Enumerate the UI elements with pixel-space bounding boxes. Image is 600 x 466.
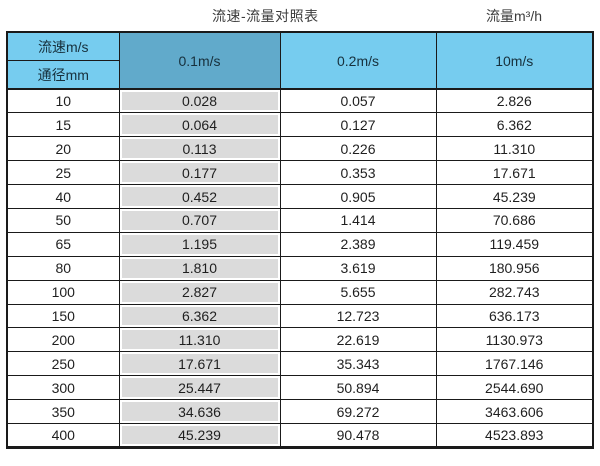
table-row: 300 25.447 50.894 2544.690	[6, 375, 594, 401]
flow-cell-0-1ms: 1.195	[118, 231, 281, 257]
flow-cell-0-2ms: 50.894	[279, 375, 437, 401]
flow-cell-0-1ms: 2.827	[118, 279, 281, 305]
flow-cell-0-2ms: 35.343	[279, 351, 437, 377]
diameter-cell: 10	[6, 88, 120, 114]
table-row: 80 1.810 3.619 180.956	[6, 255, 594, 281]
flow-cell-0-1ms: 0.113	[118, 136, 281, 162]
flow-cell-0-1ms: 0.707	[118, 207, 281, 233]
flow-cell-0-2ms: 3.619	[279, 255, 437, 281]
header-row-bottom: 通径mm	[6, 60, 593, 90]
diameter-cell: 200	[6, 327, 120, 353]
diameter-cell: 50	[6, 207, 120, 233]
diameter-cell: 25	[6, 160, 120, 186]
diameter-cell: 250	[6, 351, 120, 377]
table-row: 150 6.362 12.723 636.173	[6, 303, 594, 329]
flow-cell-0-1ms: 45.239	[118, 422, 281, 448]
main-title: 流速-流量对照表	[212, 8, 319, 24]
corner-cell-speed: 流速m/s	[6, 31, 120, 61]
title-bar: 流速-流量对照表 流量m³/h	[0, 0, 600, 30]
flow-cell-0-1ms: 6.362	[118, 303, 281, 329]
flow-cell-0-1ms: 0.177	[118, 160, 281, 186]
flow-cell-0-2ms: 22.619	[279, 327, 437, 353]
flow-cell-0-1ms: 0.028	[118, 88, 281, 114]
diameter-cell: 65	[6, 231, 120, 257]
flow-cell-0-1ms: 0.064	[118, 112, 281, 138]
flow-cell-0-2ms: 69.272	[279, 399, 437, 424]
flow-cell-10ms: 282.743	[435, 279, 594, 305]
table-body: 10 0.028 0.057 2.826 15 0.064 0.127 6.36…	[6, 88, 594, 448]
flow-cell-0-1ms: 17.671	[118, 351, 281, 377]
flow-cell-10ms: 17.671	[435, 160, 594, 186]
flow-unit-title: 流量m³/h	[486, 8, 542, 24]
table-row: 200 11.310 22.619 1130.973	[6, 327, 594, 353]
diameter-cell: 40	[6, 184, 120, 209]
flow-cell-0-1ms: 0.452	[118, 184, 281, 209]
flow-cell-10ms: 119.459	[435, 231, 594, 257]
table-row: 100 2.827 5.655 282.743	[6, 279, 594, 305]
flow-cell-0-1ms: 25.447	[118, 375, 281, 401]
flow-cell-0-2ms: 2.389	[279, 231, 437, 257]
flow-cell-10ms: 1767.146	[435, 351, 594, 377]
flow-cell-0-1ms: 34.636	[118, 399, 281, 424]
flow-cell-10ms: 6.362	[435, 112, 594, 138]
column-header-0-1ms: 0.1m/s	[118, 31, 281, 90]
flow-cell-10ms: 45.239	[435, 184, 594, 209]
table-row: 400 45.239 90.478 4523.893	[6, 422, 594, 448]
flow-cell-0-2ms: 1.414	[279, 207, 437, 233]
table-header: 流速m/s 0.1m/s 0.2m/s 10m/s 通径mm	[6, 31, 594, 90]
flow-cell-10ms: 11.310	[435, 136, 594, 162]
table-row: 25 0.177 0.353 17.671	[6, 160, 594, 186]
flow-rate-table: 流速m/s 0.1m/s 0.2m/s 10m/s 通径mm 10 0.028 …	[6, 31, 594, 449]
diameter-cell: 300	[6, 375, 120, 401]
flow-cell-10ms: 70.686	[435, 207, 594, 233]
flow-cell-10ms: 2544.690	[435, 375, 594, 401]
flow-cell-10ms: 2.826	[435, 88, 594, 114]
flow-cell-0-2ms: 0.905	[279, 184, 437, 209]
corner-cell-diameter: 通径mm	[6, 60, 120, 90]
column-header-0-2ms: 0.2m/s	[279, 31, 437, 90]
flow-cell-10ms: 4523.893	[435, 422, 594, 448]
table-row: 250 17.671 35.343 1767.146	[6, 351, 594, 377]
diameter-cell: 400	[6, 422, 120, 448]
flow-cell-0-2ms: 0.127	[279, 112, 437, 138]
flow-cell-0-2ms: 0.226	[279, 136, 437, 162]
table-row: 350 34.636 69.272 3463.606	[6, 399, 594, 424]
table-row: 50 0.707 1.414 70.686	[6, 207, 594, 233]
flow-cell-0-1ms: 1.810	[118, 255, 281, 281]
flow-cell-0-2ms: 5.655	[279, 279, 437, 305]
diameter-cell: 100	[6, 279, 120, 305]
diameter-cell: 15	[6, 112, 120, 138]
flow-cell-10ms: 3463.606	[435, 399, 594, 424]
table-row: 10 0.028 0.057 2.826	[6, 88, 594, 114]
flow-cell-10ms: 1130.973	[435, 327, 594, 353]
header-row-top: 流速m/s 0.1m/s 0.2m/s 10m/s	[6, 31, 594, 90]
diameter-cell: 350	[6, 399, 120, 424]
table-row: 20 0.113 0.226 11.310	[6, 136, 594, 162]
flow-cell-0-2ms: 0.057	[279, 88, 437, 114]
flow-cell-10ms: 180.956	[435, 255, 594, 281]
table-row: 65 1.195 2.389 119.459	[6, 231, 594, 257]
flow-cell-10ms: 636.173	[435, 303, 594, 329]
table-row: 40 0.452 0.905 45.239	[6, 184, 594, 209]
table-row: 15 0.064 0.127 6.362	[6, 112, 594, 138]
flow-cell-0-2ms: 12.723	[279, 303, 437, 329]
flow-cell-0-2ms: 90.478	[279, 422, 437, 448]
flow-cell-0-2ms: 0.353	[279, 160, 437, 186]
flow-cell-0-1ms: 11.310	[118, 327, 281, 353]
diameter-cell: 20	[6, 136, 120, 162]
column-header-10ms: 10m/s	[435, 31, 594, 90]
diameter-cell: 150	[6, 303, 120, 329]
diameter-cell: 80	[6, 255, 120, 281]
